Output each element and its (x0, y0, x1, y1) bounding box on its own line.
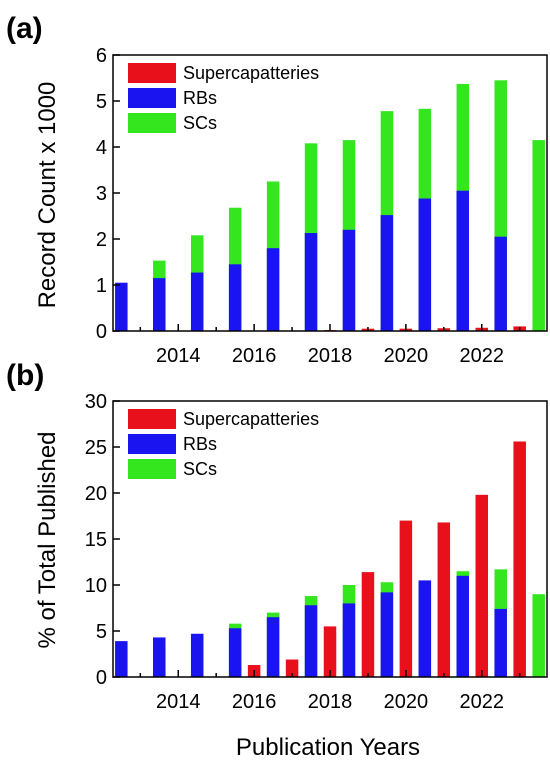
panel-b-bar-supercapatteries-2021 (437, 522, 451, 677)
panel-a-legend-label-rbs: RBs (183, 88, 217, 108)
panel-b-bar-supercapatteries-2018 (323, 626, 337, 677)
panel-b-y-tick-label: 0 (96, 667, 107, 689)
panel-a-legend-swatch-supercapatteries (128, 63, 176, 83)
panel-b-legend-swatch-scs (128, 459, 176, 479)
panel-a-y-tick-label: 6 (96, 45, 107, 67)
panel-a-y-tick-label: 0 (96, 321, 107, 343)
panel-a-label: (a) (6, 12, 43, 45)
panel-b-bar-rbs-2015 (190, 633, 204, 677)
panel-a-bar-rbs-2020 (380, 215, 394, 331)
panel-b-bar-rbs-2013 (115, 641, 128, 677)
panel-b-y-axis-title: % of Total Published (34, 431, 61, 648)
panel-a-y-axis-title: Record Count x 1000 (34, 82, 61, 309)
panel-b-y-tick-label: 15 (85, 529, 107, 551)
panel-b-y-tick-label: 20 (85, 483, 107, 505)
panel-b-bar-rbs-2019 (342, 603, 356, 677)
panel-b-bar-rbs-2018 (304, 605, 318, 677)
panel-b-y-tick-label: 10 (85, 575, 107, 597)
panel-a-bar-rbs-2015 (190, 272, 204, 331)
panel-a-legend-swatch-rbs (128, 88, 176, 108)
panel-b-bar-scs-2023 (532, 594, 545, 677)
panel-b-x-tick-label: 2020 (384, 691, 429, 713)
panel-b-x-tick-label: 2022 (459, 691, 504, 713)
panel-b-legend: Supercapatteries RBs SCs (128, 409, 319, 479)
panel-b-legend-swatch-supercapatteries (128, 409, 176, 429)
panel-a-y-tick-label: 5 (96, 91, 107, 113)
panel-b-y-tick-label: 30 (85, 391, 107, 413)
panel-b-legend-label-scs: SCs (183, 459, 217, 479)
panel-b-bar-rbs-2023 (494, 608, 507, 677)
panel-b-bar-rbs-2020 (380, 592, 394, 677)
panel-a-bar-rbs-2016 (228, 264, 242, 331)
panel-b-bars (115, 441, 545, 677)
panel-a-bar-rbs-2023 (494, 236, 507, 331)
panel-b-label: (b) (6, 359, 44, 392)
panel-b-y-tick-label: 25 (85, 437, 107, 459)
panel-b-bar-rbs-2021 (418, 580, 432, 677)
panel-b-bar-supercapatteries-2023 (513, 441, 526, 677)
panel-b-bar-rbs-2014 (153, 637, 166, 677)
panel-b-bar-supercapatteries-2022 (475, 494, 488, 677)
panel-a-y-tick-label: 4 (96, 137, 107, 159)
panel-a-legend-swatch-scs (128, 113, 176, 133)
panel-a-x-tick-label: 2016 (232, 345, 277, 367)
x-axis-title: Publication Years (236, 734, 420, 761)
panel-a-bar-rbs-2014 (153, 278, 166, 331)
panel-b-legend-label-supercapatteries: Supercapatteries (183, 409, 319, 429)
panel-a-x-tick-label: 2018 (308, 345, 353, 367)
panel-b-x-tick-label: 2014 (156, 691, 201, 713)
panel-b-bar-rbs-2022 (456, 575, 469, 677)
panel-b-legend-swatch-rbs (128, 434, 176, 454)
panel-b-bar-rbs-2016 (228, 628, 242, 677)
panel-a: (a) Record Count x 1000 0 1 2 3 4 5 6 2014 2016 2… (6, 12, 548, 367)
panel-a-legend-label-supercapatteries: Supercapatteries (183, 63, 319, 83)
panel-b-x-tick-label: 2016 (232, 691, 277, 713)
panel-a-y-tick-label: 2 (96, 229, 107, 251)
panel-a-plot-frame (112, 54, 548, 332)
panel-a-x-tick-label: 2020 (384, 345, 429, 367)
panel-a-bar-rbs-2021 (418, 198, 432, 331)
panel-b: (b) % of Total Published 0 5 10 15 20 25 30 201… (6, 359, 548, 713)
panel-a-bar-scs-2023 (532, 140, 545, 331)
panel-b-y-tick-label: 5 (96, 621, 107, 643)
panel-a-bar-rbs-2022 (456, 190, 469, 331)
panel-a-bars (115, 80, 545, 332)
panel-a-bar-rbs-2017 (266, 248, 280, 331)
panel-a-legend-label-scs: SCs (183, 113, 217, 133)
panel-b-legend-label-rbs: RBs (183, 434, 217, 454)
panel-a-bar-rbs-2013 (115, 282, 128, 331)
panel-a-bar-rbs-2019 (342, 229, 356, 331)
panel-a-x-tick-label: 2022 (459, 345, 504, 367)
panel-a-legend: Supercapatteries RBs SCs (128, 63, 319, 133)
panel-a-y-tick-label: 1 (96, 275, 107, 297)
panel-b-axes: 0 5 10 15 20 25 30 2014 2016 2018 2020 2022 (85, 391, 521, 713)
panel-b-bar-rbs-2017 (266, 617, 280, 677)
panel-b-x-tick-label: 2018 (308, 691, 353, 713)
panel-a-x-tick-label: 2014 (156, 345, 201, 367)
panel-a-bar-rbs-2018 (304, 233, 318, 331)
panel-b-bar-supercapatteries-2019 (361, 572, 375, 677)
panel-b-bar-supercapatteries-2017 (285, 659, 299, 677)
panel-b-bar-supercapatteries-2020 (399, 520, 413, 677)
panel-a-y-tick-label: 3 (96, 183, 107, 205)
panel-a-axes: 0 1 2 3 4 5 6 2014 2016 2018 2020 2022 (96, 45, 521, 367)
